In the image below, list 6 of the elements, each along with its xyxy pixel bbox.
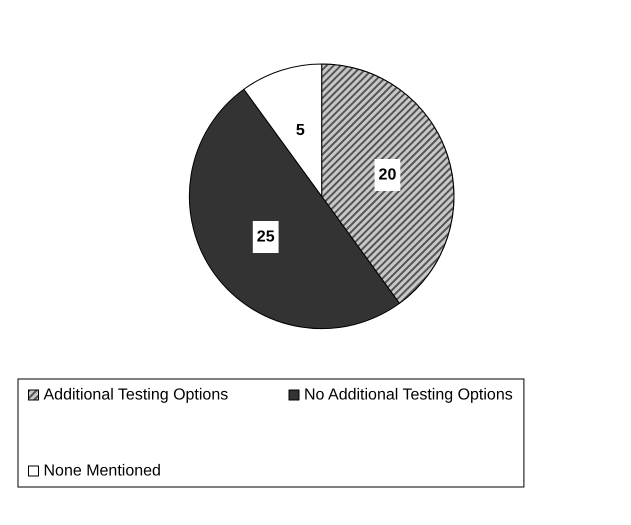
data-label: 25 — [256, 228, 275, 246]
data-label: 5 — [296, 122, 305, 140]
legend-label: Additional Testing Options — [44, 386, 228, 404]
legend-label: No Additional Testing Options — [304, 386, 513, 404]
data-label: 20 — [378, 166, 396, 184]
legend-label: None Mentioned — [44, 462, 161, 480]
